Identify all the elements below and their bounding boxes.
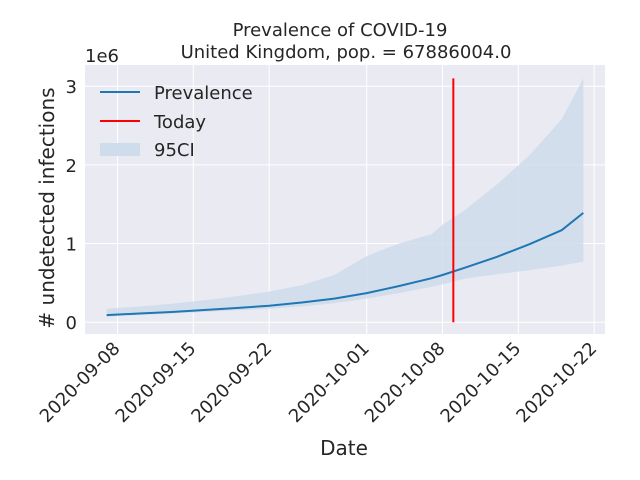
x-tick-label-2: 2020-09-22 <box>187 338 276 427</box>
y-tick-label-0: 0 <box>66 313 77 334</box>
y-axis-ticks: 0 1 2 3 <box>66 77 77 334</box>
confidence-band <box>106 78 584 317</box>
legend-label-prevalence: Prevalence <box>154 83 253 104</box>
y-scale-label: 1e6 <box>85 46 119 67</box>
prevalence-line <box>106 212 584 317</box>
prevalence-line-layer <box>106 212 584 317</box>
y-tick-label-3: 3 <box>66 77 77 98</box>
y-tick-label-2: 2 <box>66 156 77 177</box>
chart-title: Prevalence of COVID-19 <box>233 20 448 41</box>
legend-swatch-95ci <box>100 143 140 156</box>
x-tick-label-5: 2020-10-15 <box>437 338 526 427</box>
x-tick-label-0: 2020-09-08 <box>36 338 125 427</box>
x-tick-label-3: 2020-10-01 <box>285 338 374 427</box>
confidence-band-layer <box>106 78 584 317</box>
x-axis-label: Date <box>320 436 368 460</box>
grid-lines <box>85 65 605 334</box>
x-tick-label-6: 2020-10-22 <box>512 338 601 427</box>
legend-label-95ci: 95CI <box>154 140 195 161</box>
legend-label-today: Today <box>153 112 206 133</box>
y-tick-label-1: 1 <box>66 235 77 256</box>
x-tick-label-4: 2020-10-08 <box>361 338 450 427</box>
y-axis-label: # undetected infections <box>35 87 59 328</box>
legend: Prevalence Today 95CI <box>100 83 253 161</box>
x-tick-label-1: 2020-09-15 <box>112 338 201 427</box>
chart-subtitle: United Kingdom, pop. = 67886004.0 <box>181 42 512 63</box>
